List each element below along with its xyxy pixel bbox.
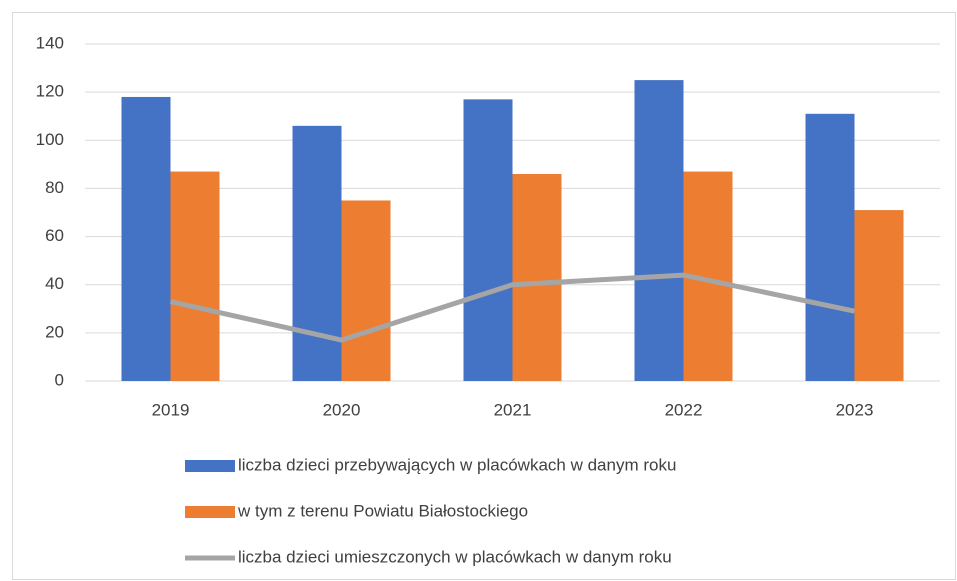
bar: [121, 96, 171, 381]
y-tick-label: 20: [45, 322, 64, 341]
legend-swatch: [185, 506, 235, 518]
bar: [170, 171, 220, 381]
legend-label: liczba dzieci przebywających w placówkac…: [238, 455, 676, 474]
bar: [463, 99, 513, 381]
bar: [854, 210, 904, 381]
x-tick-label: 2022: [665, 400, 703, 419]
legend-label: liczba dzieci umieszczonych w placówkach…: [238, 547, 672, 566]
x-tick-label: 2023: [836, 400, 874, 419]
bar: [512, 173, 562, 381]
y-tick-label: 0: [55, 370, 64, 389]
y-tick-label: 120: [36, 82, 64, 101]
y-tick-label: 40: [45, 274, 64, 293]
y-tick-label: 60: [45, 226, 64, 245]
y-tick-label: 140: [36, 33, 64, 52]
bar: [805, 113, 855, 382]
bar: [292, 125, 342, 381]
x-tick-label: 2021: [494, 400, 532, 419]
x-tick-label: 2020: [323, 400, 361, 419]
line: [169, 272, 856, 343]
y-tick-label: 100: [36, 130, 64, 149]
y-tick-label: 80: [45, 178, 64, 197]
legend-swatch: [185, 460, 235, 472]
x-tick-label: 2019: [152, 400, 190, 419]
legend-label: w tym z terenu Powiatu Białostockiego: [237, 501, 528, 520]
bar: [634, 80, 684, 381]
bar: [341, 200, 391, 381]
